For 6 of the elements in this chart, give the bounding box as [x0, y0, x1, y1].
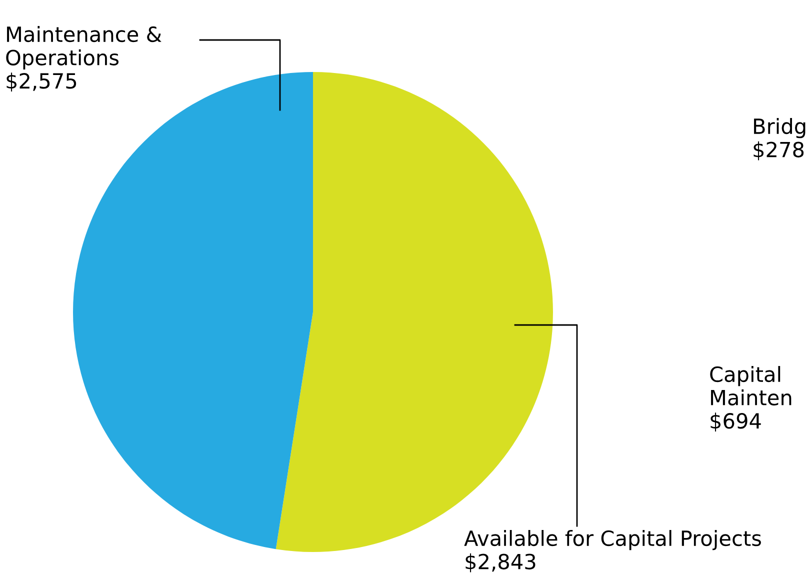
slice-label: Maintenance & Operations [6, 26, 162, 70]
text: Capital Mainten $694 [710, 366, 792, 432]
data-label: $2,843 [466, 553, 536, 572]
data-label: $2,575 [6, 72, 76, 92]
text: Bridg $278 [754, 118, 806, 160]
slice-label: Available for Capital Projects [464, 530, 761, 550]
